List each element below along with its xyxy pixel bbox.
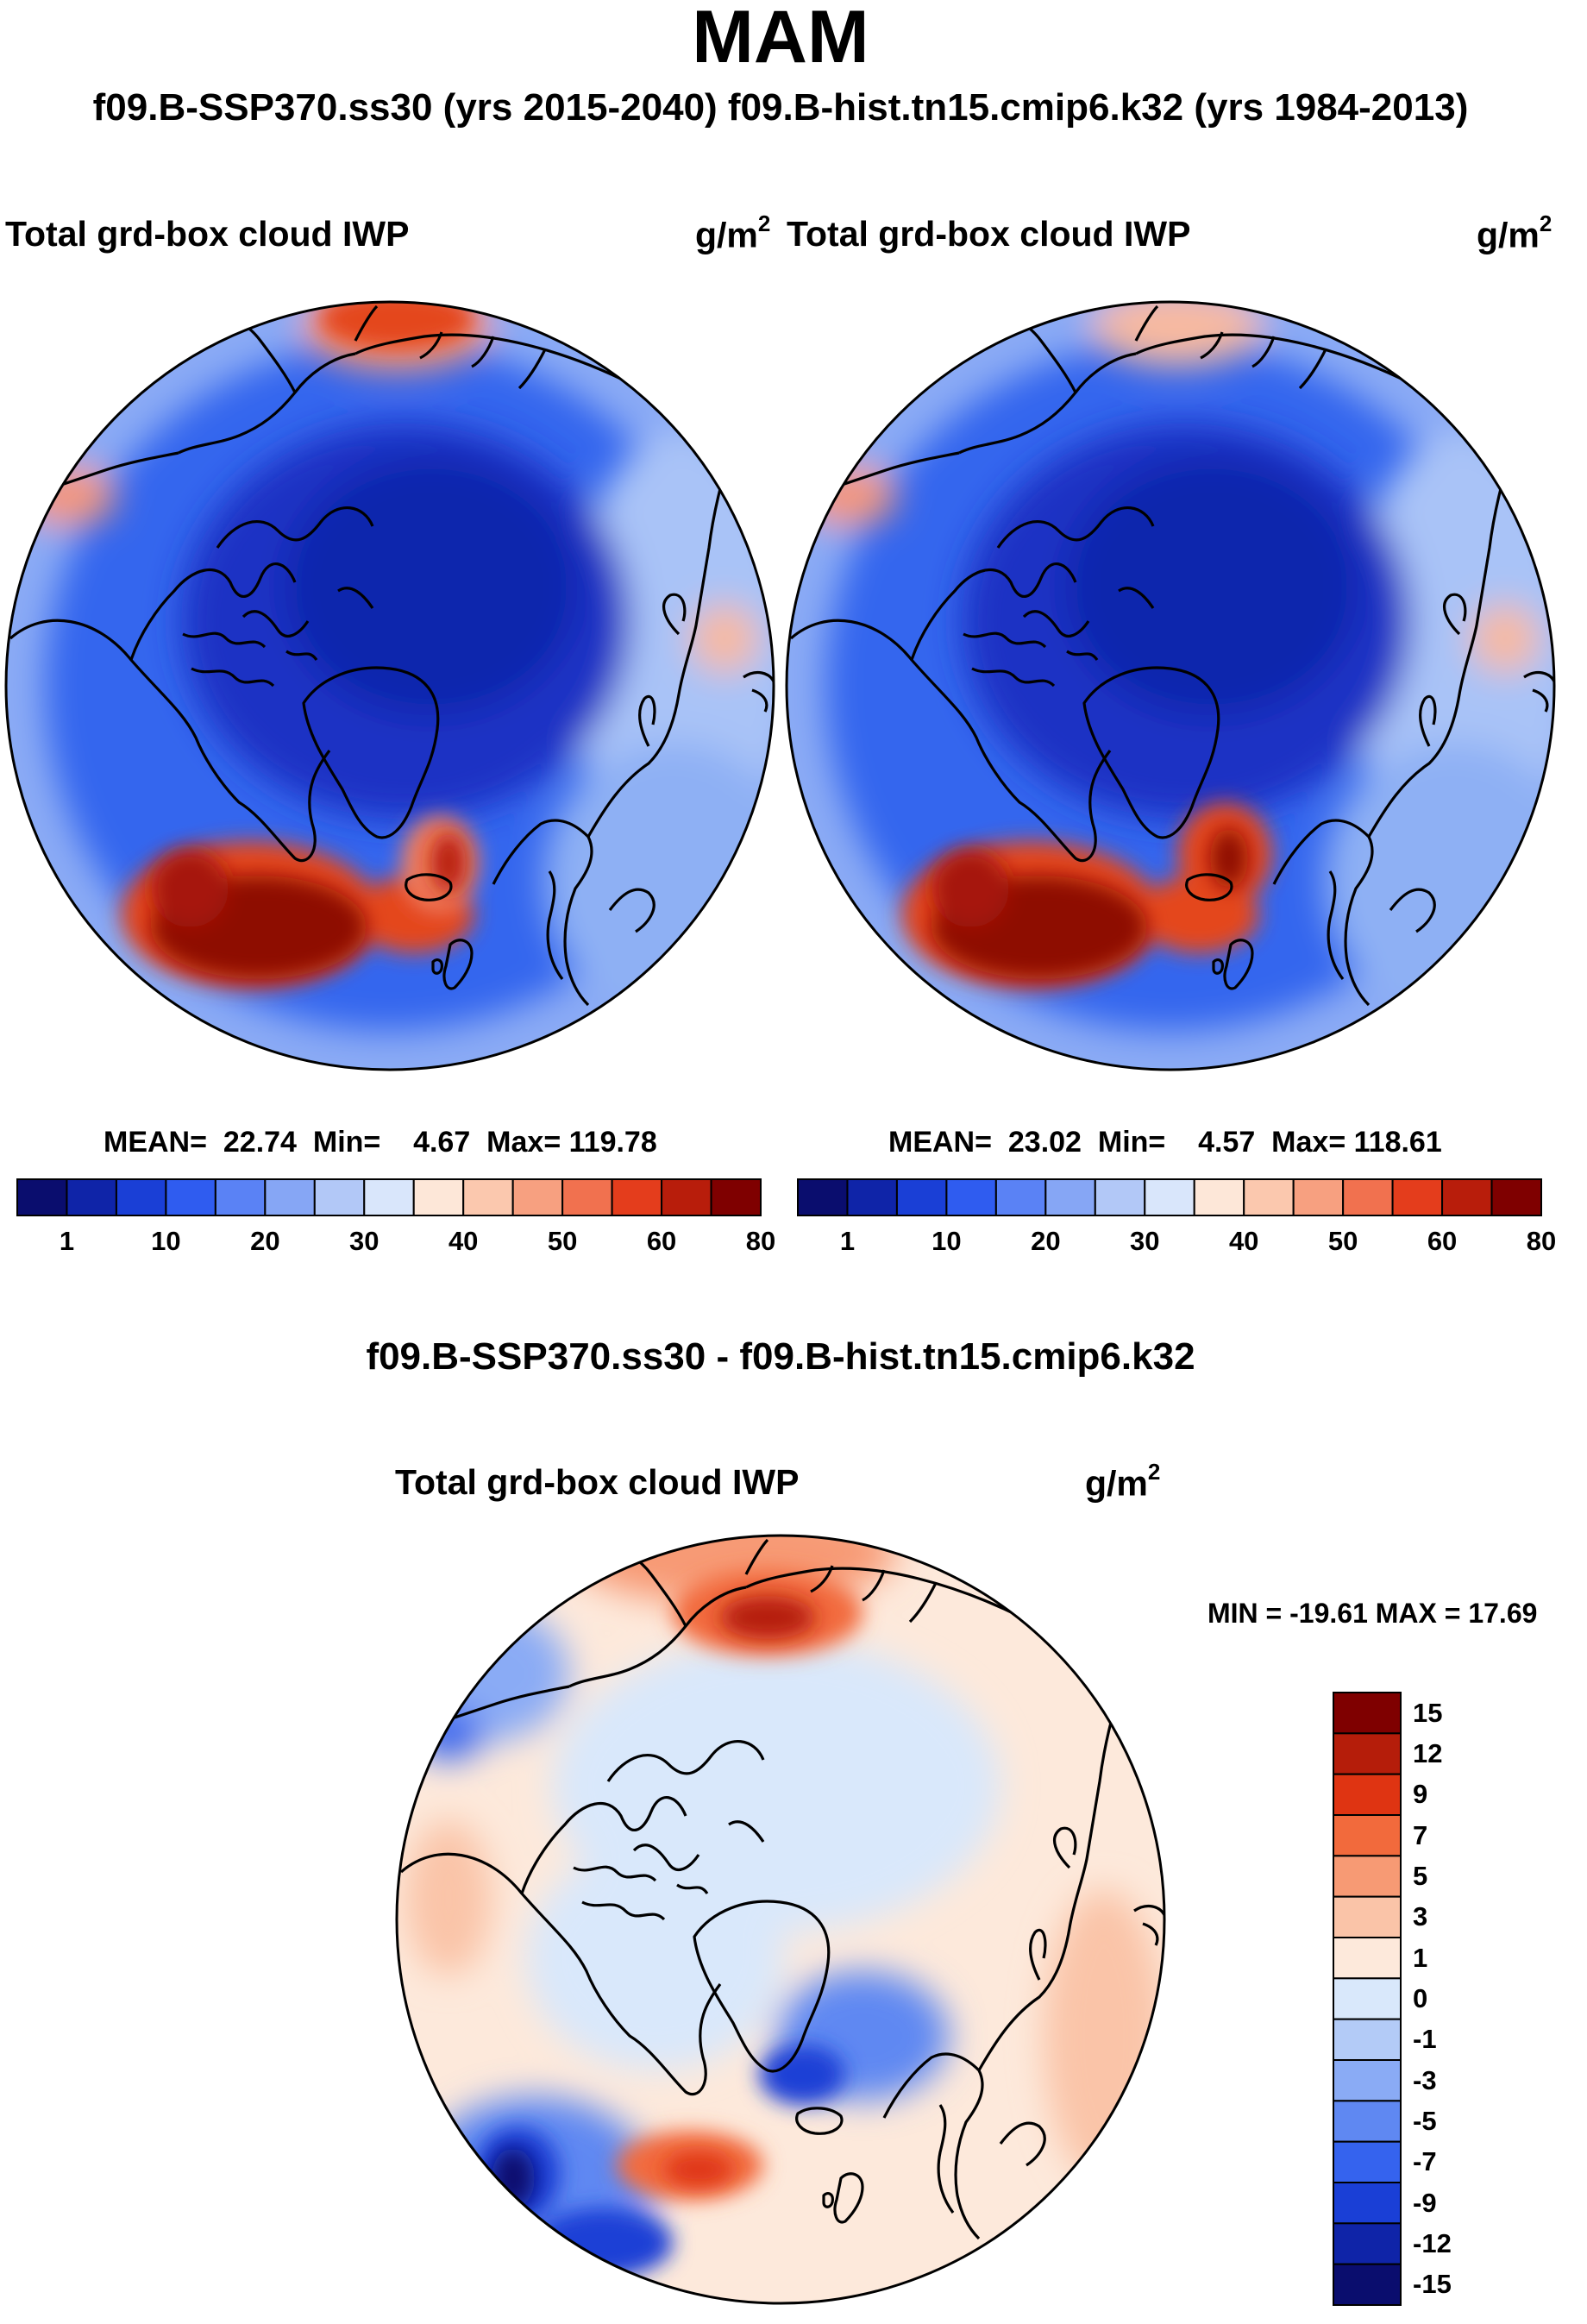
colorbar-right-swatch: [1094, 1178, 1146, 1216]
colorbar-difference-tick-label: 0: [1413, 1983, 1428, 2013]
colorbar-right-swatch: [1243, 1178, 1295, 1216]
colorbar-right-swatch: [1193, 1178, 1245, 1216]
colorbar-right-tick-label: 80: [1526, 1226, 1557, 1256]
colorbar-difference-swatch: [1333, 2263, 1402, 2307]
difference-title: f09.B-SSP370.ss30 - f09.B-hist.tn15.cmip…: [366, 1335, 1195, 1378]
colorbar-difference-tick-label: 1: [1413, 1942, 1428, 1973]
difference-units: g/m2: [1085, 1459, 1161, 1504]
colorbar-right-tick-label: 30: [1130, 1226, 1160, 1256]
colorbar-left-tick-label: 1: [59, 1226, 75, 1256]
colorbar-difference-tick-label: 7: [1413, 1819, 1428, 1850]
colorbar-difference-swatch: [1333, 2100, 1402, 2143]
panel-left-title: Total grd-box cloud IWP: [5, 214, 410, 254]
colorbar-difference-tick-label: 9: [1413, 1779, 1428, 1810]
colorbar-difference-swatch: [1333, 1732, 1402, 1775]
colorbar-left-swatch: [165, 1178, 216, 1216]
colorbar-right-tick-label: 20: [1031, 1226, 1061, 1256]
colorbar-difference-swatch: [1333, 2018, 1402, 2062]
colorbar-right-swatch: [1044, 1178, 1096, 1216]
colorbar-left-swatch: [710, 1178, 762, 1216]
difference-variable: Total grd-box cloud IWP: [395, 1462, 800, 1502]
colorbar-left-swatch: [66, 1178, 117, 1216]
colorbar-left-swatch: [16, 1178, 68, 1216]
colorbar-right-tick-label: 50: [1327, 1226, 1358, 1256]
colorbar-right-swatch: [945, 1178, 997, 1216]
map-difference: [395, 1534, 1166, 2305]
colorbar-difference-swatch: [1333, 2140, 1402, 2184]
colorbar-right-swatch: [846, 1178, 898, 1216]
colorbar-right-swatch: [1391, 1178, 1444, 1216]
panel-right-units: g/m2: [1477, 210, 1552, 255]
colorbar-difference-tick-label: -3: [1413, 2064, 1437, 2095]
colorbar-difference-tick-label: -1: [1413, 2024, 1437, 2055]
colorbar-difference-tick-label: -15: [1413, 2269, 1452, 2300]
colorbar-right-tick-label: 10: [932, 1226, 962, 1256]
colorbar-difference-swatch: [1333, 1773, 1402, 1817]
colorbar-difference-tick-label: -7: [1413, 2146, 1437, 2177]
colorbar-left-tick-label: 50: [547, 1226, 578, 1256]
colorbar-left-tick-label: 30: [349, 1226, 380, 1256]
colorbar-difference-swatch: [1333, 2059, 1402, 2102]
colorbar-left-swatch: [511, 1178, 564, 1216]
colorbar-difference-swatch: [1333, 2182, 1402, 2225]
colorbar-left-swatch: [313, 1178, 366, 1216]
colorbar-difference-tick-label: -12: [1413, 2228, 1452, 2258]
colorbar-left-swatch: [264, 1178, 316, 1216]
colorbar-left-swatch: [611, 1178, 663, 1216]
page-title: MAM: [692, 0, 869, 79]
map-right: [785, 300, 1556, 1071]
colorbar-left-tick-label: 40: [448, 1226, 479, 1256]
colorbar-left-tick-label: 80: [745, 1226, 776, 1256]
colorbar-difference-swatch: [1333, 1937, 1402, 1980]
colorbar-right-tick-label: 60: [1427, 1226, 1458, 1256]
colorbar-difference-tick-label: 15: [1413, 1697, 1443, 1728]
colorbar-right-tick-label: 40: [1228, 1226, 1259, 1256]
colorbar-difference-swatch: [1333, 1855, 1402, 1898]
colorbar-difference-swatch: [1333, 1814, 1402, 1857]
panel-left-units: g/m2: [695, 210, 771, 255]
panel-right-title: Total grd-box cloud IWP: [787, 214, 1191, 254]
colorbar-difference-swatch: [1333, 1692, 1402, 1735]
colorbar-difference-swatch: [1333, 1977, 1402, 2020]
colorbar-right-swatch: [1490, 1178, 1542, 1216]
colorbar-difference-swatch: [1333, 1895, 1402, 1939]
colorbar-right-swatch: [1342, 1178, 1394, 1216]
colorbar-left-swatch: [462, 1178, 514, 1216]
colorbar-left-tick-label: 60: [646, 1226, 677, 1256]
colorbar-right-swatch: [1292, 1178, 1345, 1216]
panel-left-stats: MEAN= 22.74 Min= 4.67 Max= 119.78: [104, 1126, 657, 1159]
colorbar-right-swatch: [797, 1178, 849, 1216]
colorbar-difference-tick-label: -5: [1413, 2106, 1437, 2136]
colorbar-difference-tick-label: 3: [1413, 1901, 1428, 1932]
map-left: [4, 300, 775, 1071]
colorbar-difference-tick-label: 12: [1413, 1738, 1443, 1768]
colorbar-left-swatch: [412, 1178, 465, 1216]
colorbar-left: [16, 1178, 762, 1216]
colorbar-difference-tick-label: -9: [1413, 2187, 1437, 2218]
colorbar-right-swatch: [1144, 1178, 1195, 1216]
colorbar-left-swatch: [661, 1178, 712, 1216]
colorbar-left-tick-label: 10: [151, 1226, 181, 1256]
colorbar-difference: [1333, 1692, 1402, 2307]
colorbar-left-swatch: [363, 1178, 415, 1216]
colorbar-right-swatch: [1441, 1178, 1493, 1216]
colorbar-right-swatch: [895, 1178, 948, 1216]
panel-right-stats: MEAN= 23.02 Min= 4.57 Max= 118.61: [888, 1126, 1442, 1159]
colorbar-left-swatch: [115, 1178, 167, 1216]
colorbar-right-swatch: [994, 1178, 1047, 1216]
colorbar-left-swatch: [561, 1178, 613, 1216]
colorbar-right-tick-label: 1: [839, 1226, 856, 1256]
page-subtitle: f09.B-SSP370.ss30 (yrs 2015-2040) f09.B-…: [92, 86, 1469, 129]
colorbar-difference-swatch: [1333, 2222, 1402, 2265]
colorbar-left-swatch: [214, 1178, 267, 1216]
colorbar-right: [797, 1178, 1542, 1216]
difference-minmax: MIN = -19.61 MAX = 17.69: [1208, 1598, 1538, 1629]
colorbar-difference-tick-label: 5: [1413, 1861, 1428, 1891]
colorbar-left-tick-label: 20: [250, 1226, 280, 1256]
